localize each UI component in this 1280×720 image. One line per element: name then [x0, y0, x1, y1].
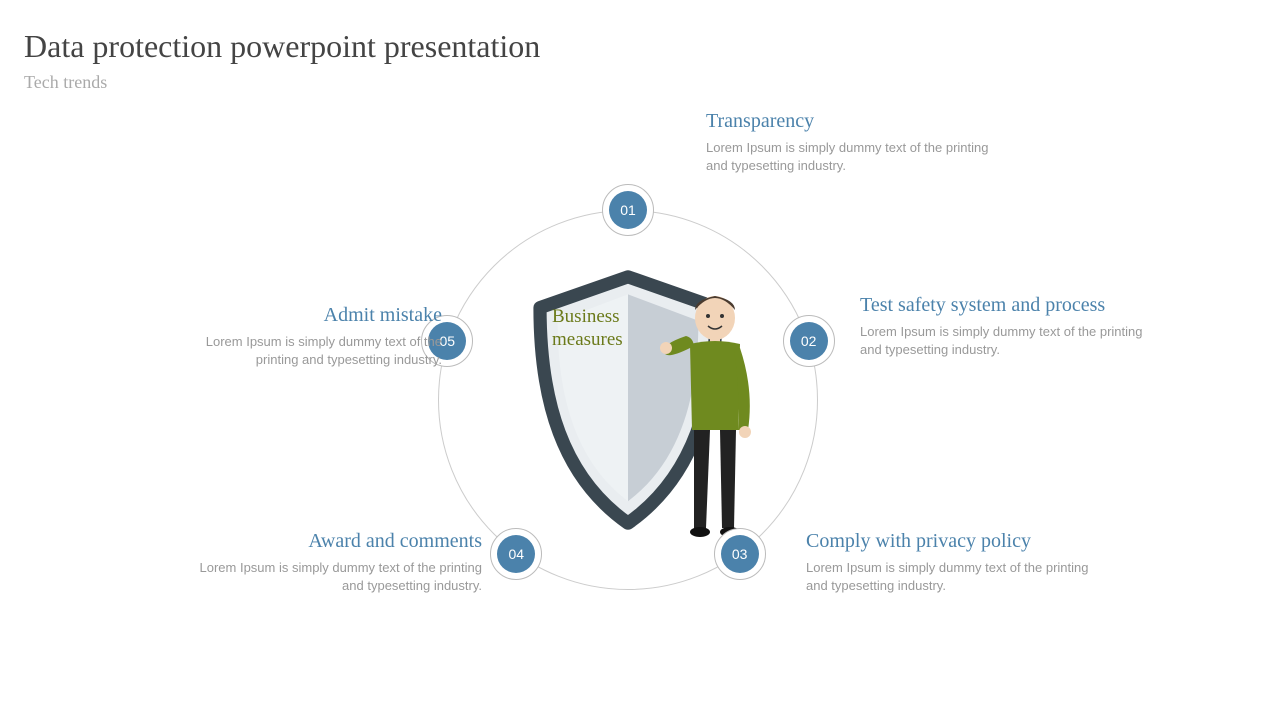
item-title: Test safety system and process: [860, 294, 1160, 317]
item-text-03: Comply with privacy policy Lorem Ipsum is…: [806, 530, 1106, 594]
node-04: 04: [490, 528, 542, 580]
item-desc: Lorem Ipsum is simply dummy text of the …: [182, 559, 482, 594]
item-title: Transparency: [706, 110, 1006, 133]
center-label: Business measures: [552, 306, 623, 352]
node-01: 01: [602, 184, 654, 236]
circular-diagram: Business measures 0102030405 Transparenc…: [0, 0, 1280, 720]
node-number: 04: [497, 535, 535, 573]
node-number: 02: [790, 322, 828, 360]
item-desc: Lorem Ipsum is simply dummy text of the …: [806, 559, 1106, 594]
node-02: 02: [783, 315, 835, 367]
node-03: 03: [714, 528, 766, 580]
item-text-04: Award and comments Lorem Ipsum is simply …: [182, 530, 482, 594]
item-text-05: Admit mistake Lorem Ipsum is simply dummy…: [182, 304, 442, 368]
node-number: 03: [721, 535, 759, 573]
item-title: Award and comments: [182, 530, 482, 553]
node-number: 01: [609, 191, 647, 229]
item-title: Comply with privacy policy: [806, 530, 1106, 553]
item-desc: Lorem Ipsum is simply dummy text of the …: [860, 323, 1160, 358]
item-text-01: Transparency Lorem Ipsum is simply dummy …: [706, 110, 1006, 174]
item-title: Admit mistake: [182, 304, 442, 327]
item-desc: Lorem Ipsum is simply dummy text of the …: [706, 139, 1006, 174]
person-illustration: [660, 290, 770, 540]
item-desc: Lorem Ipsum is simply dummy text of the …: [182, 333, 442, 368]
item-text-02: Test safety system and process Lorem Ipsu…: [860, 294, 1160, 358]
